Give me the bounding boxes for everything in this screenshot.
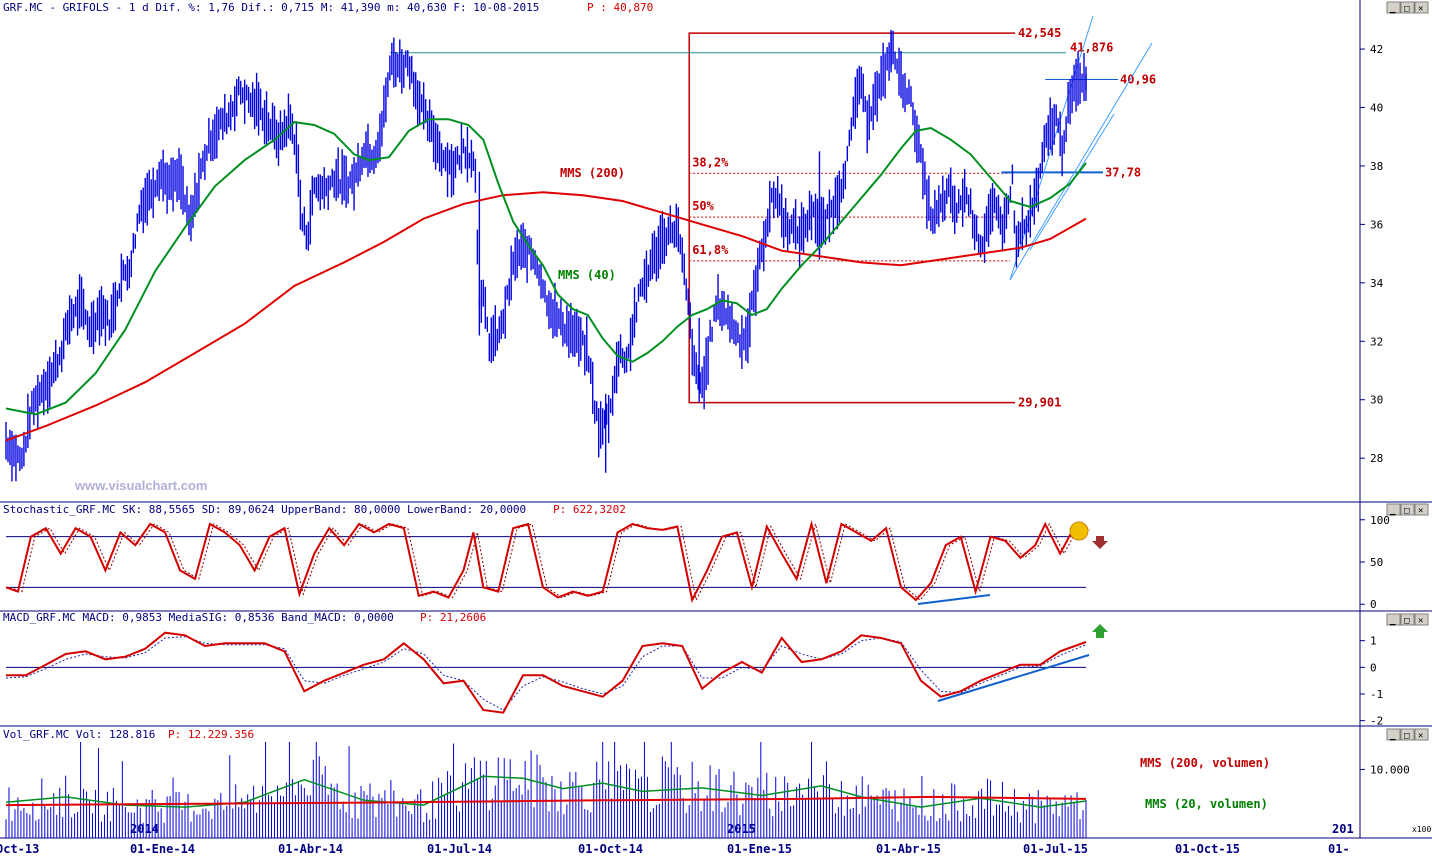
volume-axis-tick-label: 10.000 [1370,763,1410,776]
macd-axis-tick-label: -1 [1370,688,1383,701]
close-icon: ✕ [1418,616,1423,626]
stoch-header: Stochastic_GRF.MC SK: 88,5565 SD: 89,062… [3,503,526,516]
x-label: 01-Ene-14 [130,842,195,856]
price-axis-tick-label: 40 [1370,102,1383,115]
volume-close-button[interactable] [1414,728,1429,741]
minimize-icon: ▁ [1389,616,1396,626]
price-header: GRF.MC - GRIFOLS - 1 d Dif. %: 1,76 Dif.… [3,1,539,14]
volume-header-last: P: 12.229.356 [168,728,254,741]
close-button[interactable] [1414,1,1429,14]
volume-panel: 10.000 [5,742,1410,838]
watermark: www.visualchart.com [74,478,207,493]
volume-restore-button[interactable] [1400,728,1415,741]
signal-dot-icon [1069,521,1089,541]
macd-axis-tick-label: -2 [1370,715,1383,728]
scale-note: x100 [1412,825,1431,834]
stoch-sd-line [9,522,1091,602]
x-label: 01-Ene-15 [727,842,792,856]
stoch-window-controls[interactable]: ▁ □ ✕ [1386,503,1429,516]
channel-mid-line [1009,42,1153,281]
macd-header-last: P: 21,2606 [420,611,486,624]
price-axis-tick-label: 28 [1370,452,1383,465]
x-label: 01-Oct-15 [1175,842,1240,856]
legend-mms200: MMS (200) [560,166,625,180]
year-marker: 201 [1332,822,1354,836]
stoch-restore-button[interactable] [1400,503,1415,516]
minimize-icon: ▁ [1389,506,1396,516]
vol-mms200-line [5,795,1087,807]
minimize-icon: ▁ [1389,731,1396,741]
macd-minimize-button[interactable] [1386,613,1401,626]
close-icon: ✕ [1418,731,1423,741]
price-window-controls[interactable]: ▁ □ ✕ [1386,1,1429,14]
mms200-line [5,191,1087,442]
x-label: 01-Abr-14 [278,842,343,856]
restore-icon: □ [1404,731,1410,741]
fib-retracement-box [688,32,1015,404]
price-bars [5,29,1087,482]
stoch-divergence-line [917,594,991,605]
fib-level-label: 38,2% [692,155,729,169]
x-label: 01-Abr-15 [876,842,941,856]
fib-level-label: 50% [692,199,714,213]
fib-low-label: 29,901 [1018,396,1061,410]
close-icon: ✕ [1418,4,1423,14]
macd-trend-line [937,654,1090,702]
restore-icon: □ [1404,616,1410,626]
vol-mms20-line [5,775,1087,808]
minimize-icon: ▁ [1389,4,1396,14]
price-header-last: P : 40,870 [587,1,653,14]
high-level-label: 40,96 [1120,72,1156,86]
macd-close-button[interactable] [1414,613,1429,626]
stoch-close-button[interactable] [1414,503,1429,516]
macd-window-controls[interactable]: ▁ □ ✕ [1386,613,1429,626]
stoch-minimize-button[interactable] [1386,503,1401,516]
macd-signal-line [5,636,1087,711]
volume-minimize-button[interactable] [1386,728,1401,741]
macd-header: MACD_GRF.MC MACD: 0,9853 MediaSIG: 0,853… [3,611,394,624]
resistance-label: 41,876 [1070,41,1113,55]
fib-high-label: 42,545 [1018,26,1061,40]
price-axis-tick-label: 32 [1370,335,1383,348]
fib-level-label: 61,8% [692,243,729,257]
support-level-label: 37,78 [1105,165,1141,179]
price-axis-tick-label: 34 [1370,277,1384,290]
price-axis-tick-label: 38 [1370,160,1383,173]
price-axis-tick-label: 30 [1370,394,1383,407]
stochastic-panel: 0 50 100 [5,514,1390,611]
stoch-axis-tick-label: 0 [1370,598,1377,611]
x-label: 01-Oct-14 [578,842,643,856]
sell-arrow-icon [1092,536,1108,549]
legend-vol-mms200: MMS (200, volumen) [1140,756,1270,770]
mms40-line [5,118,1087,416]
macd-line [6,631,1087,714]
legend-mms40: MMS (40) [558,268,616,282]
x-label: 01- [1328,842,1350,856]
stoch-axis-tick-label: 100 [1370,514,1390,527]
stoch-sk-line [5,520,1087,604]
volume-header: Vol_GRF.MC Vol: 128.816 [3,728,155,741]
macd-axis-tick-label: 1 [1370,635,1377,648]
restore-icon: □ [1404,4,1410,14]
stoch-header-last: P: 622,3202 [553,503,626,516]
x-label: 01-Jul-15 [1023,842,1088,856]
stoch-axis-tick-label: 50 [1370,556,1383,569]
price-axis-tick-label: 36 [1370,218,1383,231]
close-icon: ✕ [1418,506,1423,516]
price-axis-tick-label: 42 [1370,43,1383,56]
restore-button[interactable] [1400,1,1415,14]
price-panel: 28 30 32 34 36 38 40 42 42,545 29,901 38,2% 50% 61,8… [5,15,1384,482]
restore-icon: □ [1404,506,1410,516]
x-label: Oct-13 [0,842,39,856]
volume-window-controls[interactable]: ▁ □ ✕ [1386,728,1429,741]
macd-restore-button[interactable] [1400,613,1415,626]
minimize-button[interactable] [1386,1,1401,14]
x-label: 01-Jul-14 [427,842,492,856]
buy-arrow-icon [1092,624,1108,638]
macd-axis-tick-label: 0 [1370,661,1377,674]
legend-vol-mms20: MMS (20, volumen) [1145,797,1268,811]
macd-panel: 1 0 -1 -2 [5,624,1383,728]
